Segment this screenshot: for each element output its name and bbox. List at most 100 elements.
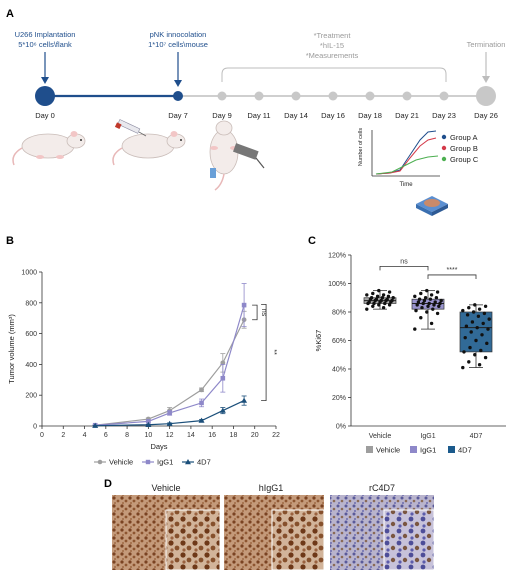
data-point <box>377 288 381 293</box>
image-title-higg1: hIgG1 <box>259 483 284 493</box>
day-label-14: Day 14 <box>284 111 308 120</box>
data-point <box>462 350 466 354</box>
legend-swatch-Vehicle <box>366 446 373 453</box>
y-tick-label: 100% <box>328 281 346 288</box>
timeline-node-6 <box>365 91 375 101</box>
y-tick-label: 800 <box>25 300 37 307</box>
bracket-significant <box>427 274 477 279</box>
data-point <box>467 306 471 310</box>
bracket-significant <box>261 303 267 401</box>
legend-label-IgG1: IgG1 <box>420 446 436 455</box>
x-tick-label: 2 <box>61 432 65 439</box>
point-4D7 <box>166 420 173 426</box>
legend-label-IgG1: IgG1 <box>157 458 173 467</box>
data-point <box>420 306 424 310</box>
inset-line-group-b <box>375 137 437 175</box>
y-axis-title: %Ki67 <box>314 330 323 352</box>
y-tick-label: 20% <box>332 395 346 402</box>
data-point <box>425 310 429 314</box>
data-point <box>461 365 465 370</box>
data-point <box>375 294 380 299</box>
x-tick-label: 12 <box>166 432 174 439</box>
ki67-boxplot: 0% 20% 40% 60% 80% 100% 120% %Ki67 Vehicle IgG1 4D… <box>314 253 506 455</box>
panel-label-a: A <box>6 8 14 20</box>
ihc-inset-vehicle <box>165 509 221 571</box>
panel-label-d: D <box>104 478 112 490</box>
data-point <box>474 338 478 343</box>
data-point <box>485 341 489 346</box>
data-point <box>383 301 387 306</box>
data-point <box>461 308 465 313</box>
legend-marker-IgG1 <box>145 459 151 465</box>
ihc-inset-rc4d7 <box>383 509 435 571</box>
pnk-arrowhead <box>174 80 182 87</box>
data-point <box>429 293 434 297</box>
y-tick-label: 1000 <box>21 270 37 277</box>
data-point <box>381 293 386 297</box>
data-point <box>377 303 381 307</box>
x-tick-label: 16 <box>208 432 216 439</box>
treatment-bracket <box>221 67 447 82</box>
point-4D7 <box>241 397 248 403</box>
data-point <box>371 304 375 308</box>
data-point <box>470 320 475 324</box>
inset-legend-b: Group B <box>450 144 478 153</box>
data-point <box>422 298 427 303</box>
bracket-ns <box>252 304 258 321</box>
legend-label-Vehicle: Vehicle <box>376 446 400 455</box>
category-label-4D7: 4D7 <box>470 433 483 440</box>
inset-legend-c: Group C <box>450 155 479 164</box>
data-point <box>476 314 481 318</box>
y-tick-label: 80% <box>332 310 346 317</box>
point-4D7 <box>145 421 152 427</box>
data-point <box>369 296 374 300</box>
y-tick-label: 0 <box>33 424 37 431</box>
category-label-IgG1: IgG1 <box>420 433 435 440</box>
inset-legend-a: Group A <box>450 133 478 142</box>
point-IgG1 <box>199 400 204 406</box>
day-label-0: Day 0 <box>35 111 55 120</box>
x-tick-label: 10 <box>144 432 152 439</box>
x-tick-label: 20 <box>251 432 259 439</box>
y-tick-label: 600 <box>25 331 37 338</box>
day-label-26: Day 26 <box>474 111 498 120</box>
data-point <box>428 297 433 301</box>
data-point <box>477 363 482 367</box>
data-point <box>477 307 482 311</box>
point-IgG1 <box>220 375 226 381</box>
inset-legend-marker-b <box>441 145 447 151</box>
data-point <box>486 327 490 331</box>
x-axis-title: Days <box>150 442 167 451</box>
data-point <box>438 301 442 306</box>
data-point <box>435 311 440 316</box>
data-point <box>417 297 422 301</box>
data-point <box>431 307 435 311</box>
x-tick-label: 18 <box>230 432 238 439</box>
y-tick-label: 0% <box>336 424 346 431</box>
data-point <box>372 301 376 306</box>
series-line-Vehicle <box>95 319 245 426</box>
mouse-illustration-injection <box>112 119 186 166</box>
annotation-significant: ** <box>270 349 277 355</box>
point-IgG1 <box>241 302 247 308</box>
annotation-significant: **** <box>447 267 458 274</box>
data-point <box>437 304 441 308</box>
mouse-illustration-measurement <box>209 120 265 191</box>
x-tick-label: 8 <box>125 432 129 439</box>
timeline-node-day26 <box>476 86 496 106</box>
data-point <box>479 348 483 353</box>
data-point <box>481 321 485 326</box>
data-point <box>471 310 476 314</box>
data-point <box>463 335 467 340</box>
data-point <box>423 296 428 300</box>
category-label-Vehicle: Vehicle <box>369 433 392 440</box>
timeline-node-7 <box>402 91 412 101</box>
data-point <box>415 303 419 307</box>
tissue-sample-icon <box>416 196 448 216</box>
data-point <box>390 298 394 303</box>
data-point <box>371 291 375 296</box>
legend-swatch-IgG1 <box>410 446 417 453</box>
data-point <box>487 317 491 321</box>
ihc-inset-higg1 <box>271 509 325 571</box>
image-title-vehicle: Vehicle <box>151 483 180 493</box>
